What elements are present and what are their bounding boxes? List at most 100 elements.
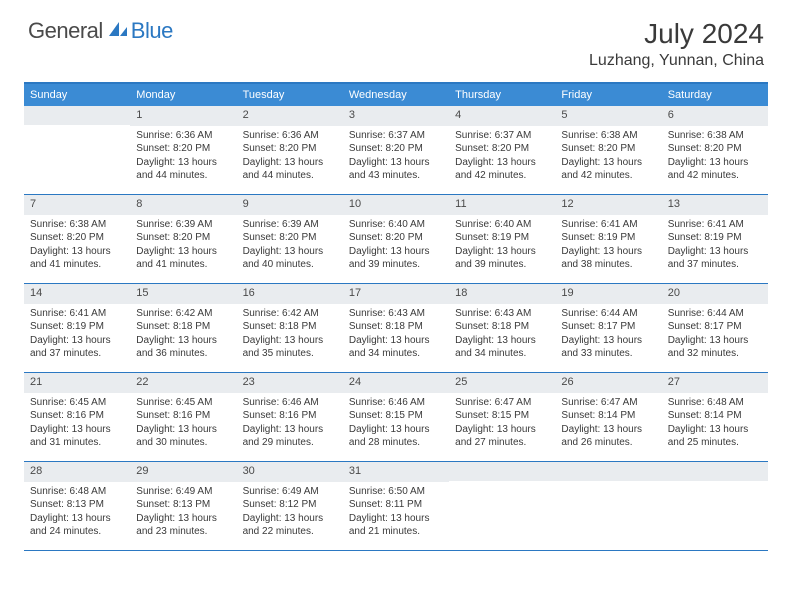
sunrise-label: Sunrise: 6:43 AM <box>455 307 549 321</box>
day-content: Sunrise: 6:37 AMSunset: 8:20 PMDaylight:… <box>343 126 449 187</box>
day-number: 24 <box>343 373 449 393</box>
day-number: 17 <box>343 284 449 304</box>
sunrise-label: Sunrise: 6:44 AM <box>668 307 762 321</box>
week-row: 1Sunrise: 6:36 AMSunset: 8:20 PMDaylight… <box>24 106 768 195</box>
daylight-label: Daylight: 13 hours and 31 minutes. <box>30 423 124 450</box>
calendar: Sunday Monday Tuesday Wednesday Thursday… <box>24 82 768 551</box>
day-cell: 27Sunrise: 6:48 AMSunset: 8:14 PMDayligh… <box>662 373 768 461</box>
week-row: 7 Sunrise: 6:38 AM Sunset: 8:20 PM Daylight… <box>24 195 768 284</box>
day-cell: 14Sunrise: 6:41 AMSunset: 8:19 PMDayligh… <box>24 284 130 372</box>
day-cell: 7Sunrise: 6:38 AMSunset: 8:20 PMDaylight… <box>24 195 130 283</box>
sunset-label: Sunset: 8:19 PM <box>455 231 549 245</box>
day-content: Sunrise: 6:47 AMSunset: 8:15 PMDaylight:… <box>449 393 555 454</box>
sunset-label: Sunset: 8:18 PM <box>136 320 230 334</box>
sunrise-label: Sunrise: 6:38 AM <box>668 129 762 143</box>
day-content: Sunrise: 6:45 AMSunset: 8:16 PMDaylight:… <box>130 393 236 454</box>
sunrise-label: Sunrise: 6:42 AM <box>243 307 337 321</box>
day-cell: 26Sunrise: 6:47 AMSunset: 8:14 PMDayligh… <box>555 373 661 461</box>
daylight-label: Daylight: 13 hours and 42 minutes. <box>668 156 762 183</box>
day-number: 1 <box>130 106 236 126</box>
day-content: Sunrise: 6:43 AMSunset: 8:18 PMDaylight:… <box>343 304 449 365</box>
day-cell: 21Sunrise: 6:45 AMSunset: 8:16 PMDayligh… <box>24 373 130 461</box>
day-cell: 12Sunrise: 6:41 AMSunset: 8:19 PMDayligh… <box>555 195 661 283</box>
day-cell: 23Sunrise: 6:46 AMSunset: 8:16 PMDayligh… <box>237 373 343 461</box>
day-number: 3 <box>343 106 449 126</box>
daylight-label: Daylight: 13 hours and 29 minutes. <box>243 423 337 450</box>
sunset-label: Sunset: 8:11 PM <box>349 498 443 512</box>
daylight-label: Daylight: 13 hours and 28 minutes. <box>349 423 443 450</box>
sunset-label: Sunset: 8:15 PM <box>349 409 443 423</box>
daylight-label: Daylight: 13 hours and 43 minutes. <box>349 156 443 183</box>
sunset-label: Sunset: 8:16 PM <box>243 409 337 423</box>
sunset-label: Sunset: 8:19 PM <box>668 231 762 245</box>
day-number: 7 <box>24 195 130 215</box>
header: General Blue July 2024 Luzhang, Yunnan, … <box>0 0 792 78</box>
day-number: 29 <box>130 462 236 482</box>
day-content: Sunrise: 6:49 AMSunset: 8:12 PMDaylight:… <box>237 482 343 543</box>
day-cell <box>662 462 768 550</box>
day-content: Sunrise: 6:44 AMSunset: 8:17 PMDaylight:… <box>555 304 661 365</box>
day-number: 2 <box>237 106 343 126</box>
sunrise-label: Sunrise: 6:45 AM <box>136 396 230 410</box>
weekday-header-row: Sunday Monday Tuesday Wednesday Thursday… <box>24 84 768 106</box>
day-cell: 17Sunrise: 6:43 AMSunset: 8:18 PMDayligh… <box>343 284 449 372</box>
sunrise-label: Sunrise: 6:47 AM <box>455 396 549 410</box>
day-content: Sunrise: 6:37 AMSunset: 8:20 PMDaylight:… <box>449 126 555 187</box>
day-cell: 8Sunrise: 6:39 AMSunset: 8:20 PMDaylight… <box>130 195 236 283</box>
day-cell: 19Sunrise: 6:44 AMSunset: 8:17 PMDayligh… <box>555 284 661 372</box>
weekday-header: Friday <box>555 84 661 106</box>
logo-text-blue: Blue <box>131 18 173 44</box>
day-content: Sunrise: 6:43 AMSunset: 8:18 PMDaylight:… <box>449 304 555 365</box>
sunset-label: Sunset: 8:13 PM <box>30 498 124 512</box>
sunset-label: Sunset: 8:20 PM <box>668 142 762 156</box>
day-content: Sunrise: 6:39 AMSunset: 8:20 PMDaylight:… <box>130 215 236 276</box>
day-cell: 1Sunrise: 6:36 AMSunset: 8:20 PMDaylight… <box>130 106 236 194</box>
sunset-label: Sunset: 8:17 PM <box>561 320 655 334</box>
sunset-label: Sunset: 8:15 PM <box>455 409 549 423</box>
day-content: Sunrise: 6:36 AMSunset: 8:20 PMDaylight:… <box>237 126 343 187</box>
day-cell: 5Sunrise: 6:38 AMSunset: 8:20 PMDaylight… <box>555 106 661 194</box>
week-row: 28Sunrise: 6:48 AMSunset: 8:13 PMDayligh… <box>24 462 768 551</box>
day-content: Sunrise: 6:44 AMSunset: 8:17 PMDaylight:… <box>662 304 768 365</box>
sunset-label: Sunset: 8:14 PM <box>561 409 655 423</box>
day-number: 31 <box>343 462 449 482</box>
day-cell: 25Sunrise: 6:47 AMSunset: 8:15 PMDayligh… <box>449 373 555 461</box>
day-number: 16 <box>237 284 343 304</box>
daylight-label: Daylight: 13 hours and 33 minutes. <box>561 334 655 361</box>
day-cell: 18Sunrise: 6:43 AMSunset: 8:18 PMDayligh… <box>449 284 555 372</box>
sunrise-label: Sunrise: 6:39 AM <box>136 218 230 232</box>
sunrise-label: Sunrise: 6:40 AM <box>349 218 443 232</box>
sunset-label: Sunset: 8:20 PM <box>349 231 443 245</box>
sunrise-label: Sunrise: 6:50 AM <box>349 485 443 499</box>
day-cell <box>449 462 555 550</box>
day-number: 19 <box>555 284 661 304</box>
sunrise-label: Sunrise: 6:38 AM <box>30 218 124 232</box>
sunrise-label: Sunrise: 6:38 AM <box>561 129 655 143</box>
day-number: 30 <box>237 462 343 482</box>
day-content: Sunrise: 6:40 AMSunset: 8:20 PMDaylight:… <box>343 215 449 276</box>
week-row: 14Sunrise: 6:41 AMSunset: 8:19 PMDayligh… <box>24 284 768 373</box>
day-content: Sunrise: 6:46 AMSunset: 8:16 PMDaylight:… <box>237 393 343 454</box>
weekday-header: Monday <box>130 84 236 106</box>
day-content: Sunrise: 6:49 AMSunset: 8:13 PMDaylight:… <box>130 482 236 543</box>
sunrise-label: Sunrise: 6:45 AM <box>30 396 124 410</box>
page-title: July 2024 <box>589 18 764 50</box>
day-number: 6 <box>662 106 768 126</box>
day-cell: 10Sunrise: 6:40 AMSunset: 8:20 PMDayligh… <box>343 195 449 283</box>
sunrise-label: Sunrise: 6:48 AM <box>668 396 762 410</box>
sunrise-label: Sunrise: 6:37 AM <box>455 129 549 143</box>
daylight-label: Daylight: 13 hours and 44 minutes. <box>243 156 337 183</box>
day-number-bar-empty <box>555 462 661 481</box>
day-number: 14 <box>24 284 130 304</box>
day-cell: 31Sunrise: 6:50 AMSunset: 8:11 PMDayligh… <box>343 462 449 550</box>
day-cell: 13Sunrise: 6:41 AMSunset: 8:19 PMDayligh… <box>662 195 768 283</box>
daylight-label: Daylight: 13 hours and 37 minutes. <box>668 245 762 272</box>
day-content: Sunrise: 6:41 AMSunset: 8:19 PMDaylight:… <box>555 215 661 276</box>
sunset-label: Sunset: 8:20 PM <box>455 142 549 156</box>
weekday-header: Tuesday <box>237 84 343 106</box>
day-cell <box>24 106 130 194</box>
daylight-label: Daylight: 13 hours and 38 minutes. <box>561 245 655 272</box>
day-number: 25 <box>449 373 555 393</box>
day-cell: 15Sunrise: 6:42 AMSunset: 8:18 PMDayligh… <box>130 284 236 372</box>
daylight-label: Daylight: 13 hours and 30 minutes. <box>136 423 230 450</box>
